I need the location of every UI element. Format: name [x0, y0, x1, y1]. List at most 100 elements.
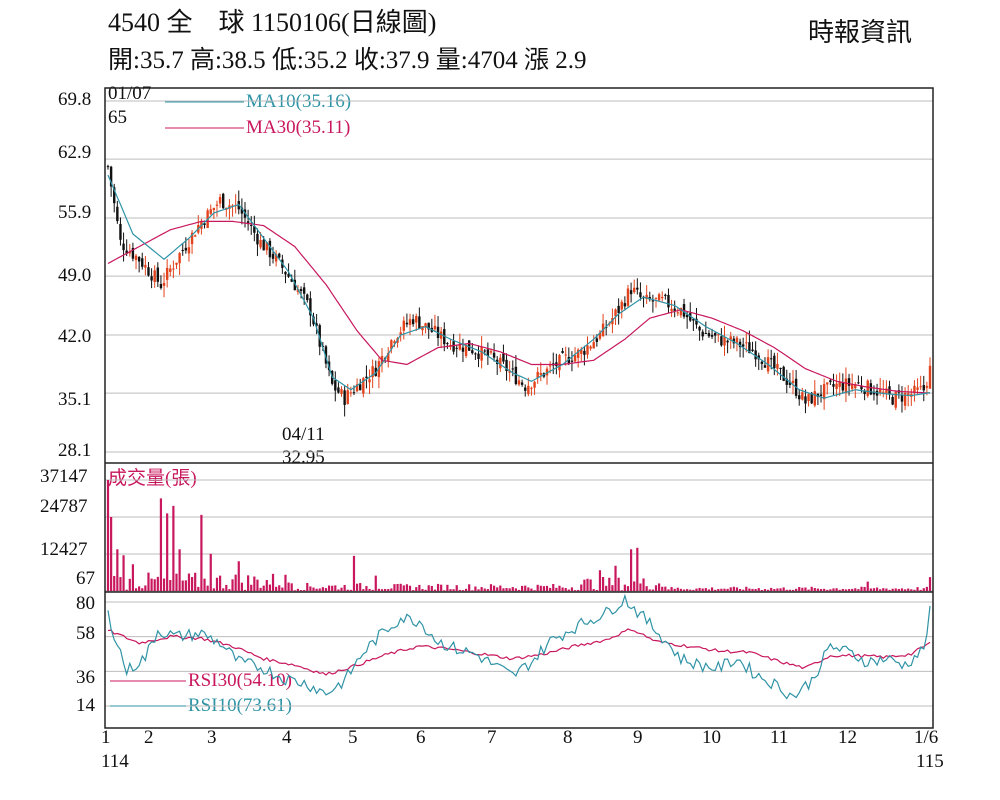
rsi-tick-label: 80 — [76, 593, 95, 614]
volume-tick-label: 37147 — [40, 466, 88, 487]
candle-body — [309, 298, 312, 316]
candle-body — [595, 338, 599, 342]
low-date-annotation: 04/11 — [282, 424, 325, 445]
volume-bar — [337, 589, 340, 591]
candle-body — [567, 356, 571, 364]
volume-bar — [928, 577, 932, 591]
volume-bar — [552, 583, 555, 591]
candle-body — [548, 365, 552, 367]
volume-bar — [141, 588, 144, 591]
candle-body — [262, 239, 265, 251]
candle-body — [878, 389, 882, 393]
volume-bar — [835, 588, 838, 591]
volume-bar — [449, 589, 452, 591]
candle-body — [402, 320, 405, 331]
volume-bar — [187, 573, 191, 591]
candle-body — [165, 267, 169, 280]
volume-bar — [440, 584, 443, 591]
candle-body — [913, 385, 916, 394]
legend-lines — [110, 101, 244, 707]
volume-bar — [240, 582, 243, 591]
volume-bar — [138, 586, 141, 591]
volume-bar — [742, 589, 745, 591]
volume-bar — [334, 585, 337, 591]
volume-bar — [265, 579, 268, 591]
volume-bar — [259, 587, 262, 591]
volume-bar — [480, 587, 483, 591]
candle-body — [524, 387, 527, 391]
candle-body — [467, 340, 471, 351]
candle-body — [162, 282, 166, 286]
candle-body — [586, 345, 589, 355]
volume-bar — [654, 585, 658, 591]
volume-bar — [253, 576, 256, 591]
volume-bar — [726, 588, 729, 591]
candle-body — [782, 366, 785, 381]
volume-bar — [735, 587, 739, 591]
candle-body — [116, 206, 119, 222]
candle-body — [184, 247, 188, 251]
volume-bar — [854, 588, 857, 591]
candle-body — [819, 394, 823, 396]
volume-bar — [380, 589, 384, 591]
candle-body — [748, 342, 751, 354]
volume-bar — [919, 589, 922, 591]
candle-body — [393, 341, 396, 344]
candle-body — [776, 364, 779, 369]
volume-bar — [860, 586, 863, 591]
volume-bar — [461, 590, 465, 591]
volume-bar — [256, 579, 259, 591]
candle-body — [461, 347, 465, 352]
volume-bar — [879, 589, 882, 591]
candle-body — [455, 347, 458, 349]
volume-bar — [309, 586, 312, 591]
candle-body — [334, 380, 337, 391]
volume-bar — [826, 589, 829, 591]
volume-bar — [113, 576, 116, 591]
volume-bar — [368, 588, 371, 591]
candle-body — [894, 391, 897, 408]
volume-bar — [147, 572, 150, 591]
candle-body — [315, 323, 318, 326]
candle-body — [122, 243, 125, 251]
volume-bar — [573, 590, 577, 591]
candle-body — [324, 346, 328, 364]
candle-body — [710, 334, 714, 337]
volume-bar — [271, 573, 275, 591]
volume-bar — [704, 588, 707, 591]
candle-body — [268, 240, 272, 258]
candle-body — [661, 296, 664, 299]
candle-body — [346, 390, 349, 404]
candle-body — [741, 344, 745, 347]
volume-bar — [782, 587, 785, 591]
candle-body — [452, 341, 455, 352]
volume-bar — [486, 589, 489, 591]
candle-body — [735, 337, 739, 343]
candle-body — [371, 366, 374, 378]
candle-body — [471, 350, 474, 354]
candle-body — [816, 393, 820, 398]
volume-bar — [209, 553, 212, 591]
volume-bar — [408, 585, 412, 591]
candle-body — [545, 368, 549, 376]
volume-bar — [433, 589, 437, 591]
volume-bar — [212, 588, 215, 591]
candle-body — [190, 232, 194, 245]
volume-bar — [689, 589, 692, 591]
volume-bar — [218, 575, 222, 591]
volume-bar — [679, 588, 683, 591]
candle-body — [885, 388, 888, 394]
x-tick-label: 7 — [487, 727, 497, 748]
candle-body — [589, 346, 592, 349]
volume-bar — [891, 588, 894, 591]
indicator-lines — [107, 174, 931, 700]
candle-body — [144, 264, 147, 268]
candle-body — [134, 255, 138, 261]
candle-body — [514, 366, 518, 385]
volume-bar — [592, 589, 595, 591]
volume-bar — [617, 577, 620, 591]
candle-body — [657, 294, 661, 301]
candle-body — [271, 253, 275, 259]
volume-bar — [757, 588, 760, 591]
candle-body — [773, 355, 776, 369]
